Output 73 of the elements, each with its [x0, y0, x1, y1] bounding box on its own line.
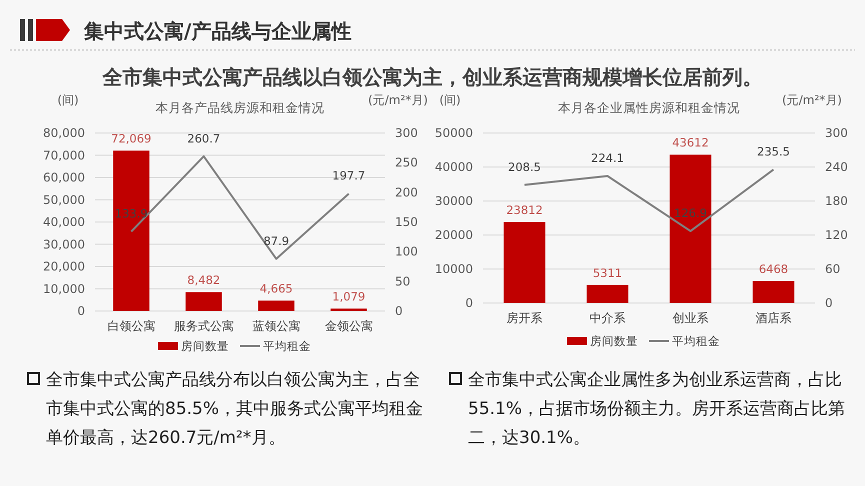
data-label: 43612	[672, 136, 709, 150]
bar	[258, 300, 294, 311]
y-tick-label: 10000	[434, 262, 473, 276]
text: 集中式公寓/产品线与企业属性	[83, 19, 352, 43]
x-tick-label: 金领公寓	[324, 319, 373, 333]
data-label: 208.5	[508, 160, 541, 174]
data-label: 224.1	[591, 151, 624, 166]
y2-tick-label: 50	[395, 274, 410, 288]
y-tick-label: 50,000	[43, 192, 85, 207]
data-label: 197.7	[332, 168, 366, 183]
x-tick-label: 蓝领公寓	[252, 319, 300, 333]
y-tick-label: 0	[77, 304, 85, 318]
x-tick-label: 酒店系	[756, 311, 792, 325]
x-tick-label: 房开系	[506, 311, 542, 325]
data-label: 87.9	[263, 234, 290, 248]
y-tick-label: 30,000	[43, 237, 85, 252]
y2-axis-title: (元/m²*月)	[782, 93, 842, 107]
chart-title: 本月各产品线房源和租金情况	[156, 100, 324, 115]
y2-tick-label: 150	[395, 215, 418, 229]
y2-tick-label: 200	[395, 185, 418, 200]
data-label: 235.5	[757, 144, 790, 159]
x-tick-label: 服务式公寓	[174, 319, 234, 333]
bar	[752, 281, 794, 303]
y-tick-label: 60,000	[43, 170, 85, 184]
y-tick-label: 20,000	[43, 260, 85, 274]
legend-label: 平均租金	[672, 334, 720, 348]
data-label: 8,482	[187, 273, 220, 288]
y-tick-label: 40000	[434, 160, 473, 174]
data-label: 260.7	[187, 131, 220, 146]
bar	[113, 150, 150, 311]
data-label: 6468	[758, 262, 788, 276]
y2-tick-label: 300	[395, 126, 418, 140]
y-tick-label: 10,000	[43, 282, 85, 296]
y2-tick-label: 250	[395, 156, 418, 170]
y-tick-label: 80,000	[43, 126, 85, 140]
chart-title: 本月各企业属性房源和租金情况	[558, 100, 740, 115]
y-tick-label: 40,000	[43, 215, 85, 229]
bar	[504, 222, 546, 303]
x-tick-label: 创业系	[672, 311, 708, 325]
legend-label: 房间数量	[181, 339, 229, 353]
legend-label: 平均租金	[263, 339, 311, 353]
y2-tick-label: 60	[825, 262, 840, 276]
x-tick-label: 中介系	[590, 311, 626, 325]
y-axis-title: (间)	[57, 93, 79, 107]
text: 全市集中式公寓产品线分布以白领公寓为主，占全市集中式公寓的85.5%，其中服务式公寓平均租金单价最高，达260.7元/m²*月。	[46, 370, 424, 448]
x-tick-label: 白领公寓	[107, 319, 156, 333]
text: 全市集中式公寓企业属性多为创业系运营商，占比55.1%，占据市场份额主力。房开系运营商占比第二，达30.1%。	[468, 370, 846, 448]
y-tick-label: 70,000	[43, 148, 85, 162]
y2-tick-label: 0	[825, 296, 833, 310]
data-label: 1,079	[332, 290, 366, 304]
y2-tick-label: 180	[825, 194, 848, 208]
y-tick-label: 30000	[434, 194, 473, 208]
data-label: 72,069	[111, 132, 152, 146]
bar	[586, 284, 628, 303]
y-axis-title: (间)	[439, 93, 461, 107]
y2-axis-title: (元/m²*月)	[368, 93, 428, 107]
y-tick-label: 50000	[434, 126, 473, 140]
y2-tick-label: 120	[825, 228, 848, 242]
y-tick-label: 20000	[434, 228, 473, 242]
text: 全市集中式公寓产品线以白领公寓为主，创业系运营商规模增长位居前列。	[102, 65, 762, 89]
data-label: 126.9	[674, 206, 707, 220]
legend-label: 房间数量	[590, 334, 638, 348]
y2-tick-label: 0	[395, 304, 403, 318]
y2-tick-label: 100	[395, 244, 418, 259]
data-label: 133.9	[114, 206, 148, 221]
data-label: 5311	[592, 266, 622, 280]
y-tick-label: 0	[465, 296, 473, 310]
bar	[670, 154, 712, 303]
y2-tick-label: 240	[825, 160, 848, 174]
bar	[186, 292, 222, 311]
y2-tick-label: 300	[825, 126, 848, 140]
data-label: 23812	[506, 203, 543, 218]
data-label: 4,665	[260, 282, 293, 296]
